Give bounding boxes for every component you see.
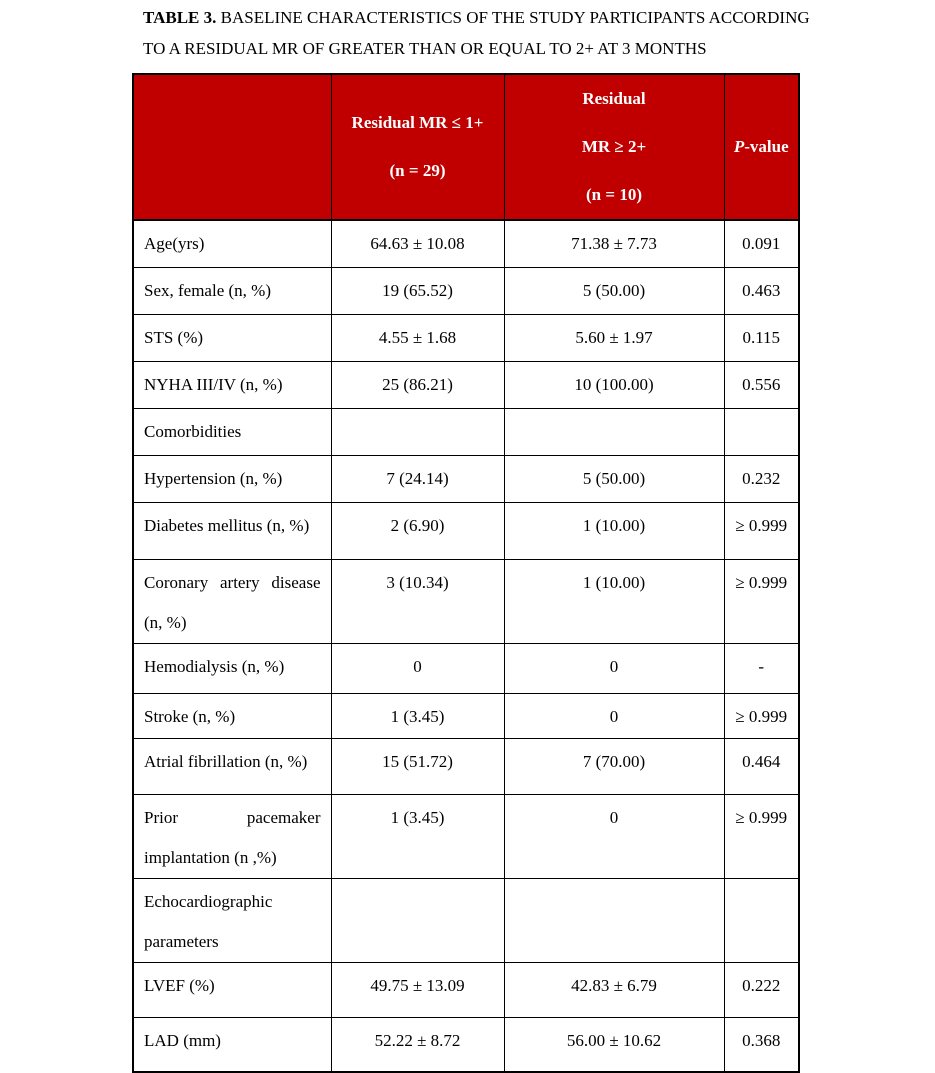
header-line: (n = 29) bbox=[389, 161, 446, 180]
group2-value-cell: 7 (70.00) bbox=[503, 737, 725, 795]
table-row: Stroke (n, %) 1 (3.45) 0 ≥ 0.999 bbox=[132, 692, 800, 739]
group2-value-cell: 5.60 ± 1.97 bbox=[503, 313, 725, 362]
table-row: Coronary artery disease (n, %) 3 (10.34) 1… bbox=[132, 558, 800, 644]
group1-value-cell: 49.75 ± 13.09 bbox=[330, 961, 505, 1018]
group1-value-cell bbox=[330, 877, 505, 963]
p-value-cell bbox=[723, 877, 800, 963]
group1-value-cell: 2 (6.90) bbox=[330, 501, 505, 560]
table-row: Hemodialysis (n, %) 0 0- bbox=[132, 642, 800, 694]
table-row: STS (%) 4.55 ± 1.68 5.60 ± 1.97 0.115 bbox=[132, 313, 800, 362]
group2-value-cell bbox=[503, 407, 725, 456]
p-value-cell: 0.115 bbox=[723, 313, 800, 362]
p-value-cell: - bbox=[723, 642, 800, 694]
p-value-cell: 0.222 bbox=[723, 961, 800, 1018]
row-label-cell: Comorbidities bbox=[132, 407, 332, 456]
table-row: Sex, female (n, %) 19 (65.52) 5 (50.00) 0.4… bbox=[132, 266, 800, 315]
p-value-cell: 0.091 bbox=[723, 219, 800, 268]
group2-value-cell: 42.83 ± 6.79 bbox=[503, 961, 725, 1018]
group1-value-cell: 3 (10.34) bbox=[330, 558, 505, 644]
row-label-cell: Hypertension (n, %) bbox=[132, 454, 332, 503]
table-title: TABLE 3. BASELINE CHARACTERISTICS OF THE… bbox=[143, 2, 823, 64]
row-label-cell: STS (%) bbox=[132, 313, 332, 362]
group2-value-cell: 0 bbox=[503, 642, 725, 694]
p-value-cell: 0.464 bbox=[723, 737, 800, 795]
group2-value-cell bbox=[503, 877, 725, 963]
p-value-cell: 0.368 bbox=[723, 1016, 800, 1073]
p-value-cell: ≥ 0.999 bbox=[723, 793, 800, 879]
row-label-cell: Hemodialysis (n, %) bbox=[132, 642, 332, 694]
table-title-line2: TO A RESIDUAL MR OF GREATER THAN OR EQUA… bbox=[143, 39, 707, 58]
group1-value-cell: 25 (86.21) bbox=[330, 360, 505, 409]
group1-value-cell: 1 (3.45) bbox=[330, 692, 505, 739]
group1-value-cell: 7 (24.14) bbox=[330, 454, 505, 503]
table-row: Echocardiographic parameters bbox=[132, 877, 800, 963]
table-row: LAD (mm) 52.22 ± 8.72 56.00 ± 10.62 0.368 bbox=[132, 1016, 800, 1073]
table-row: LVEF (%) 49.75 ± 13.09 42.83 ± 6.79 0.222 bbox=[132, 961, 800, 1018]
row-label-cell: NYHA III/IV (n, %) bbox=[132, 360, 332, 409]
row-label-cell: Echocardiographic parameters bbox=[132, 877, 332, 963]
header-cell-empty bbox=[132, 73, 332, 221]
group2-value-cell: 5 (50.00) bbox=[503, 266, 725, 315]
table-title-line1-text: BASELINE CHARACTERISTICS OF THE STUDY PA… bbox=[216, 8, 810, 27]
row-label-cell: LVEF (%) bbox=[132, 961, 332, 1018]
header-line: (n = 10) bbox=[586, 185, 642, 204]
group2-value-cell: 71.38 ± 7.73 bbox=[503, 219, 725, 268]
group2-value-cell: 56.00 ± 10.62 bbox=[503, 1016, 725, 1073]
header-cell-pvalue: P-value bbox=[723, 73, 800, 221]
baseline-characteristics-table: Residual MR ≤ 1+ (n = 29) Residual MR ≥ 2+ (… bbox=[132, 73, 800, 1073]
group1-value-cell: 1 (3.45) bbox=[330, 793, 505, 879]
header-cell-group2: Residual MR ≥ 2+ (n = 10) bbox=[503, 73, 725, 221]
p-value-cell: 0.463 bbox=[723, 266, 800, 315]
table-row: Prior pacemaker implantation (n ,%) 1 (3.… bbox=[132, 793, 800, 879]
group1-value-cell: 64.63 ± 10.08 bbox=[330, 219, 505, 268]
table-header: Residual MR ≤ 1+ (n = 29) Residual MR ≥ 2+ (… bbox=[132, 73, 800, 221]
table-row: Diabetes mellitus (n, %) 2 (6.90) 1 (10.00… bbox=[132, 501, 800, 560]
table-row: Age(yrs) 64.63 ± 10.08 71.38 ± 7.73 0.091 bbox=[132, 219, 800, 268]
row-label-cell: LAD (mm) bbox=[132, 1016, 332, 1073]
p-value-cell: 0.556 bbox=[723, 360, 800, 409]
group1-value-cell: 19 (65.52) bbox=[330, 266, 505, 315]
table-row: Comorbidities bbox=[132, 407, 800, 456]
p-value-cell: ≥ 0.999 bbox=[723, 692, 800, 739]
group2-value-cell: 0 bbox=[503, 692, 725, 739]
table-row: Atrial fibrillation (n, %) 15 (51.72) 7 (7… bbox=[132, 737, 800, 795]
group2-value-cell: 1 (10.00) bbox=[503, 558, 725, 644]
group1-value-cell: 15 (51.72) bbox=[330, 737, 505, 795]
group1-value-cell: 4.55 ± 1.68 bbox=[330, 313, 505, 362]
row-label-cell: Diabetes mellitus (n, %) bbox=[132, 501, 332, 560]
header-cell-group1: Residual MR ≤ 1+ (n = 29) bbox=[330, 73, 505, 221]
header-line: Residual bbox=[582, 89, 646, 108]
table-body: Age(yrs) 64.63 ± 10.08 71.38 ± 7.73 0.091 Se… bbox=[132, 219, 800, 1073]
group2-value-cell: 0 bbox=[503, 793, 725, 879]
p-value-cell bbox=[723, 407, 800, 456]
p-value-cell: ≥ 0.999 bbox=[723, 501, 800, 560]
group2-value-cell: 1 (10.00) bbox=[503, 501, 725, 560]
table-row: Hypertension (n, %) 7 (24.14) 5 (50.00) 0.2… bbox=[132, 454, 800, 503]
table-title-line1: TABLE 3. BASELINE CHARACTERISTICS OF THE… bbox=[143, 2, 823, 33]
row-label-cell: Coronary artery disease (n, %) bbox=[132, 558, 332, 644]
table-header-row: Residual MR ≤ 1+ (n = 29) Residual MR ≥ 2+ (… bbox=[132, 73, 800, 221]
row-label-cell: Atrial fibrillation (n, %) bbox=[132, 737, 332, 795]
header-line: MR ≥ 2+ bbox=[581, 137, 647, 156]
p-value-cell: ≥ 0.999 bbox=[723, 558, 800, 644]
group1-value-cell: 52.22 ± 8.72 bbox=[330, 1016, 505, 1073]
group1-value-cell bbox=[330, 407, 505, 456]
group2-value-cell: 10 (100.00) bbox=[503, 360, 725, 409]
row-label-cell: Prior pacemaker implantation (n ,%) bbox=[132, 793, 332, 879]
group2-value-cell: 5 (50.00) bbox=[503, 454, 725, 503]
group1-value-cell: 0 bbox=[330, 642, 505, 694]
row-label-cell: Age(yrs) bbox=[132, 219, 332, 268]
row-label-cell: Stroke (n, %) bbox=[132, 692, 332, 739]
header-line: P-value bbox=[733, 137, 789, 156]
table-row: NYHA III/IV (n, %) 25 (86.21) 10 (100.00) 0… bbox=[132, 360, 800, 409]
p-value-cell: 0.232 bbox=[723, 454, 800, 503]
table-title-label: TABLE 3. bbox=[143, 8, 217, 27]
row-label-cell: Sex, female (n, %) bbox=[132, 266, 332, 315]
header-line: Residual MR ≤ 1+ bbox=[351, 113, 484, 132]
